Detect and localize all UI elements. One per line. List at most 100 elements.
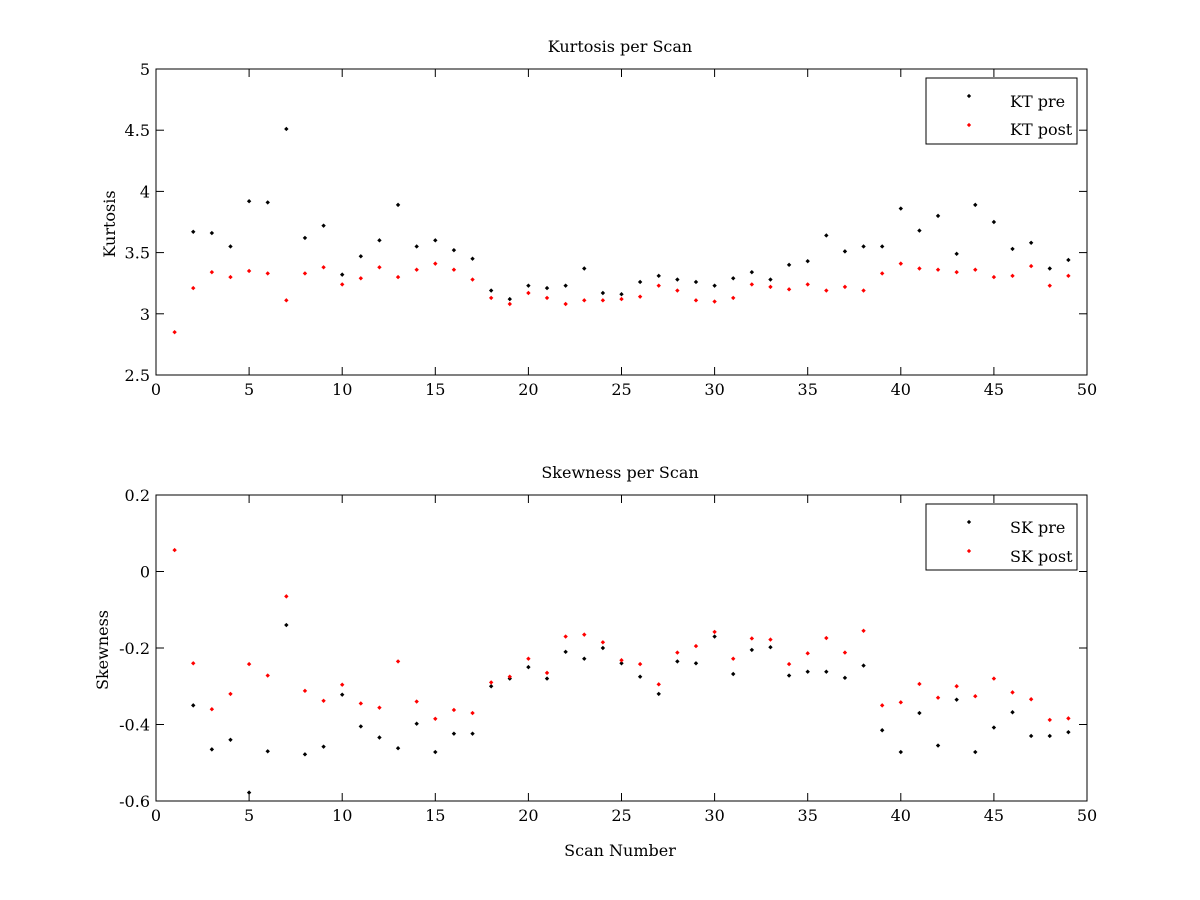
data-point-kt-pre xyxy=(340,272,345,277)
skewness-x-axis-label: Scan Number xyxy=(564,841,676,860)
kurtosis-x-tick-label: 50 xyxy=(1077,380,1097,399)
data-point-kt-post xyxy=(824,288,829,293)
kurtosis-x-tick-label: 35 xyxy=(798,380,818,399)
data-point-sk-pre xyxy=(1028,733,1034,739)
skewness-x-ticks: 0 5 10 15 20 25 30 35 40 45 50 xyxy=(151,495,1097,825)
data-point-kt-pre xyxy=(265,200,270,205)
data-point-kt-post xyxy=(917,266,922,271)
kurtosis-y-axis-label: Kurtosis xyxy=(100,190,119,257)
data-point-sk-post xyxy=(414,699,419,704)
data-point-kt-pre xyxy=(507,296,512,302)
data-point-kt-pre xyxy=(414,244,419,249)
data-point-sk-post xyxy=(712,629,717,635)
legend-marker-sk-pre xyxy=(966,519,972,525)
data-point-kt-post xyxy=(246,268,252,274)
data-point-sk-post xyxy=(749,636,755,641)
data-point-kt-post xyxy=(675,288,680,293)
data-point-sk-pre xyxy=(582,656,587,661)
data-point-sk-pre xyxy=(805,669,810,674)
data-point-sk-pre xyxy=(879,728,885,733)
data-point-sk-pre xyxy=(1047,733,1052,739)
data-point-sk-post xyxy=(619,658,624,663)
data-point-sk-pre xyxy=(395,746,401,751)
data-point-kt-post xyxy=(768,284,773,290)
data-point-sk-pre xyxy=(712,634,717,639)
skewness-y-ticks: -0.6 -0.4 -0.2 0 0.2 xyxy=(119,486,1087,811)
data-point-kt-pre xyxy=(563,283,568,288)
data-point-sk-post xyxy=(582,632,587,637)
data-point-kt-pre xyxy=(786,262,792,268)
data-point-sk-post xyxy=(600,640,606,645)
data-point-kt-post xyxy=(563,301,568,307)
kurtosis-y-tick-label: 5 xyxy=(140,60,150,79)
data-point-sk-pre xyxy=(973,749,978,755)
skewness-y-tick-label: 0 xyxy=(140,563,150,582)
skewness-y-tick-label: -0.6 xyxy=(119,792,150,811)
data-point-kt-pre xyxy=(1028,240,1034,246)
data-point-sk-post xyxy=(228,691,233,697)
skewness-x-tick-label: 25 xyxy=(611,806,631,825)
data-point-sk-pre xyxy=(749,647,755,653)
data-point-kt-post xyxy=(991,274,997,280)
data-point-sk-pre xyxy=(433,749,438,755)
data-point-kt-pre xyxy=(749,269,755,275)
data-point-kt-post xyxy=(1066,273,1071,279)
data-point-kt-pre xyxy=(526,283,531,288)
kurtosis-x-tick-label: 45 xyxy=(984,380,1004,399)
data-point-kt-post xyxy=(544,295,550,301)
data-point-sk-post xyxy=(693,643,699,649)
data-point-kt-pre xyxy=(451,247,457,253)
data-point-sk-post xyxy=(172,547,177,553)
data-point-kt-post xyxy=(451,267,457,272)
data-point-kt-pre xyxy=(731,276,736,281)
data-point-kt-pre xyxy=(637,279,643,285)
data-point-kt-post xyxy=(619,296,624,302)
data-point-sk-post xyxy=(1066,716,1071,721)
data-point-sk-post xyxy=(1028,697,1034,702)
legend-label-kt-post: KT post xyxy=(1010,120,1073,139)
data-point-sk-post xyxy=(544,670,550,676)
data-point-kt-post xyxy=(898,261,903,266)
data-point-sk-pre xyxy=(991,725,997,730)
data-point-kt-post xyxy=(879,271,885,276)
data-point-kt-pre xyxy=(768,277,773,282)
skewness-data-points xyxy=(172,547,1071,795)
data-point-kt-pre xyxy=(209,230,215,236)
data-point-sk-pre xyxy=(675,659,680,664)
data-point-sk-pre xyxy=(377,735,382,740)
data-point-sk-pre xyxy=(209,747,215,752)
data-point-sk-pre xyxy=(935,743,941,748)
data-point-kt-pre xyxy=(544,285,550,291)
data-point-sk-pre xyxy=(954,697,959,702)
data-point-sk-post xyxy=(395,659,401,664)
data-point-sk-post xyxy=(191,661,196,666)
data-point-kt-post xyxy=(731,295,736,301)
skewness-legend-box xyxy=(925,503,1078,571)
data-point-sk-post xyxy=(246,661,252,667)
data-point-kt-post xyxy=(935,267,941,272)
data-point-sk-pre xyxy=(861,663,866,668)
data-point-kt-pre xyxy=(470,256,475,261)
data-point-kt-post xyxy=(582,298,587,303)
data-point-sk-post xyxy=(526,656,531,661)
kurtosis-y-tick-label: 3 xyxy=(140,305,150,324)
data-point-kt-pre xyxy=(377,238,382,243)
data-point-sk-post xyxy=(861,628,866,633)
data-point-kt-pre xyxy=(824,233,829,238)
data-point-sk-post xyxy=(824,635,829,641)
data-point-sk-post xyxy=(340,682,345,687)
data-point-kt-pre xyxy=(191,229,196,234)
data-point-sk-pre xyxy=(470,731,475,736)
data-point-kt-post xyxy=(507,301,512,307)
data-point-sk-pre xyxy=(265,749,270,754)
data-point-kt-post xyxy=(954,269,959,275)
data-point-sk-pre xyxy=(321,744,326,749)
kurtosis-legend: KT pre KT post xyxy=(925,77,1078,145)
data-point-kt-post xyxy=(526,290,531,296)
data-point-kt-pre xyxy=(302,235,308,241)
data-point-sk-pre xyxy=(824,669,829,674)
kurtosis-legend-box xyxy=(925,77,1078,145)
data-point-sk-post xyxy=(935,695,941,700)
skewness-x-tick-label: 40 xyxy=(891,806,911,825)
